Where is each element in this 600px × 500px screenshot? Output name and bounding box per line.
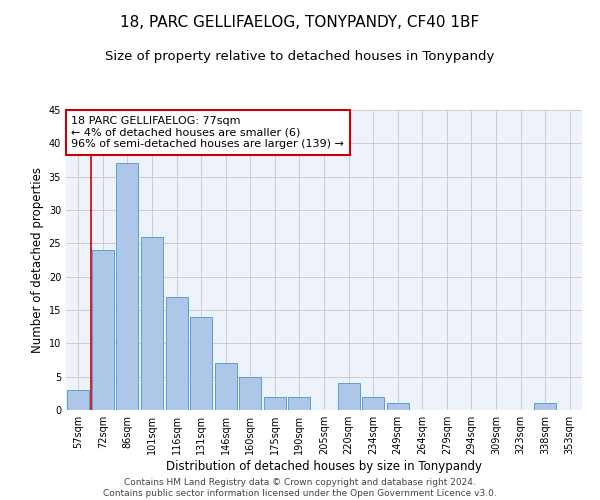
Text: Contains HM Land Registry data © Crown copyright and database right 2024.
Contai: Contains HM Land Registry data © Crown c… [103,478,497,498]
Bar [67,390,89,410]
Bar [215,364,237,410]
Bar [141,236,163,410]
Bar [289,396,310,410]
Bar [190,316,212,410]
Text: Size of property relative to detached houses in Tonypandy: Size of property relative to detached ho… [106,50,494,63]
Bar [534,404,556,410]
Bar [264,396,286,410]
Y-axis label: Number of detached properties: Number of detached properties [31,167,44,353]
Bar [116,164,139,410]
Bar [92,250,114,410]
Bar [338,384,359,410]
Bar [166,296,188,410]
Text: 18, PARC GELLIFAELOG, TONYPANDY, CF40 1BF: 18, PARC GELLIFAELOG, TONYPANDY, CF40 1B… [121,15,479,30]
X-axis label: Distribution of detached houses by size in Tonypandy: Distribution of detached houses by size … [166,460,482,473]
Text: 18 PARC GELLIFAELOG: 77sqm
← 4% of detached houses are smaller (6)
96% of semi-d: 18 PARC GELLIFAELOG: 77sqm ← 4% of detac… [71,116,344,149]
Bar [239,376,262,410]
Bar [362,396,384,410]
Bar [386,404,409,410]
